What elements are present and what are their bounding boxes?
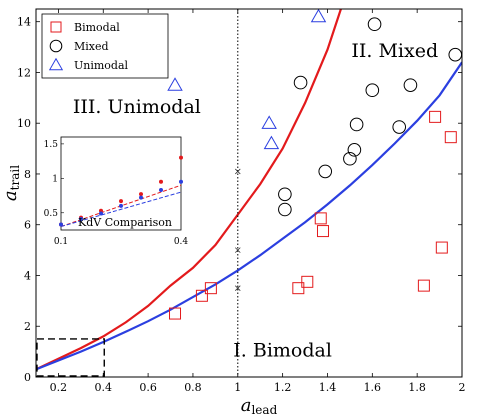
mixed-point <box>448 47 463 62</box>
bimodal-point <box>444 131 457 144</box>
inset-point-1 <box>119 199 123 204</box>
x-tick-label: 1 <box>234 381 241 394</box>
x-tick-label: 1.2 <box>274 381 292 394</box>
x-tick-label: 1.4 <box>319 381 337 394</box>
inset-point-2 <box>99 211 103 216</box>
unimodal-point <box>261 115 277 129</box>
x-tick-label: 0.2 <box>50 381 68 394</box>
legend-label-mixed: Mixed <box>74 40 109 53</box>
y-tick-label: 14 <box>17 16 31 29</box>
legend-marker-mixed <box>49 39 63 53</box>
inset-y-tick-label: 0.5 <box>44 209 59 219</box>
legend-marker-bimodal <box>50 21 62 33</box>
inset-y-tick-label: 1.5 <box>44 140 59 150</box>
bimodal-point <box>301 275 314 288</box>
y-tick-label: 4 <box>24 269 31 282</box>
cross-marker <box>235 168 241 175</box>
unimodal-point <box>310 8 327 23</box>
inset-point-1 <box>99 208 103 213</box>
inset-point-1 <box>139 192 143 197</box>
bimodal-point <box>429 110 442 123</box>
inset-x-tick-label: 0.4 <box>174 237 189 247</box>
boundary-curve-1 <box>36 9 342 371</box>
x-tick-label: 2 <box>459 381 466 394</box>
x-tick-label: 1.8 <box>408 381 426 394</box>
mixed-point <box>392 120 407 134</box>
bimodal-point <box>204 282 217 295</box>
mixed-point <box>278 202 292 217</box>
legend-label-bimodal: Bimodal <box>74 21 120 34</box>
bimodal-point <box>292 282 305 295</box>
inset-title: KdV Comparison <box>78 216 172 229</box>
inset-point-2 <box>179 179 183 184</box>
inset-y-tick-label: 1 <box>52 174 58 184</box>
cross-stroke <box>235 285 241 291</box>
mixed-point <box>293 75 308 90</box>
cross-marker <box>235 247 241 253</box>
x-axis-label-subscript: lead <box>251 403 277 415</box>
bimodal-point <box>435 241 448 254</box>
cross-marker <box>235 285 241 291</box>
unimodal-point <box>263 135 280 150</box>
inset-point-2 <box>119 203 123 208</box>
y-tick-label: 10 <box>17 117 31 130</box>
cross-stroke <box>235 247 241 253</box>
mixed-point <box>318 164 333 179</box>
inset-point-1 <box>159 179 163 184</box>
bimodal-point <box>316 225 329 238</box>
plot-frame <box>35 8 463 378</box>
inset-point-2 <box>159 188 163 193</box>
x-tick-label: 0.6 <box>139 381 157 394</box>
inset-x-tick-label: 0.1 <box>54 237 68 247</box>
inset-point-1 <box>179 155 183 160</box>
y-tick-label: 8 <box>24 168 31 181</box>
inset-point-2 <box>139 195 143 200</box>
zoom-box <box>36 338 105 377</box>
legend-label-unimodal: Unimodal <box>74 59 129 72</box>
unimodal-point <box>167 77 183 91</box>
y-tick-label: 0 <box>24 371 31 384</box>
annotations-layer: II. Mixed III. Unimodal I. Bimodal <box>36 9 438 377</box>
region-label-2: III. Unimodal <box>73 96 201 118</box>
markers-layer <box>167 8 463 320</box>
y-axis-label-subscript: trail <box>8 165 22 191</box>
boundary-curve-2 <box>36 61 462 371</box>
legend-marker-unimodal <box>48 57 64 71</box>
bimodal-point <box>195 289 208 302</box>
legend: Bimodal Mixed Unimodal <box>41 13 169 79</box>
x-tick-label: 1.6 <box>364 381 382 394</box>
mixed-point <box>365 83 380 98</box>
region-label-3: I. Bimodal <box>233 340 332 362</box>
bimodal-point <box>169 307 182 320</box>
bimodal-point <box>314 212 327 225</box>
mixed-point <box>367 17 382 32</box>
y-tick-label: 6 <box>24 219 31 232</box>
cross-stroke <box>235 168 241 175</box>
y-tick-label: 2 <box>24 320 31 333</box>
inset-point-2 <box>79 216 83 221</box>
axes-layer: 0.2 0.4 0.6 0.8 1 1.2 1.4 1.6 1.8 2 0 2 4 6 8 10 12 14 ale… <box>0 8 466 415</box>
x-tick-label: 0.8 <box>184 381 202 394</box>
legend-box <box>41 13 169 79</box>
inset-point-2 <box>59 222 63 227</box>
bimodal-point <box>417 279 430 292</box>
y-tick-label: 12 <box>17 66 31 79</box>
region-label-1: II. Mixed <box>351 40 438 62</box>
x-axis-label: alead <box>241 395 278 415</box>
y-axis-label: atrail <box>0 165 22 201</box>
x-tick-label: 0.4 <box>95 381 113 394</box>
mixed-point <box>403 78 418 92</box>
mixed-point <box>349 117 364 132</box>
curves-layer <box>36 9 462 371</box>
mixed-point <box>347 143 362 157</box>
mixed-point <box>278 187 292 202</box>
mixed-point <box>343 151 357 166</box>
